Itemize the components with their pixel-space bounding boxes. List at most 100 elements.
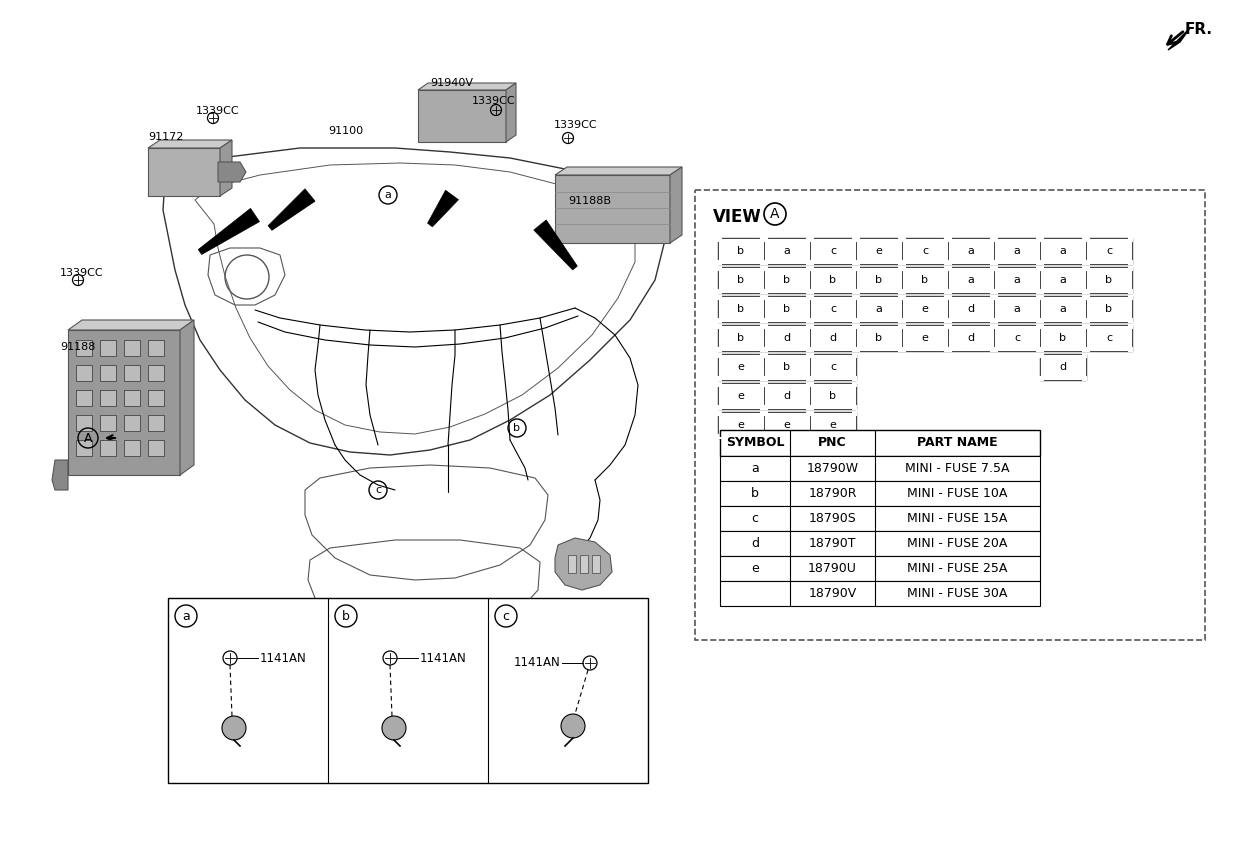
Bar — [810, 383, 856, 409]
Bar — [856, 325, 901, 351]
Polygon shape — [418, 83, 516, 90]
Bar — [764, 383, 810, 409]
Text: b: b — [738, 333, 744, 343]
Bar — [720, 481, 1040, 506]
Bar — [1040, 296, 1086, 322]
Bar — [76, 390, 92, 406]
Bar — [994, 267, 1040, 293]
Text: e: e — [751, 562, 759, 575]
Bar — [718, 325, 1132, 351]
Text: c: c — [830, 304, 836, 314]
Bar — [580, 555, 588, 573]
Bar — [764, 296, 810, 322]
Polygon shape — [68, 320, 193, 330]
Text: b: b — [1106, 275, 1112, 285]
Text: d: d — [830, 333, 837, 343]
Bar — [124, 440, 140, 456]
Bar — [720, 531, 1040, 556]
Text: e: e — [738, 391, 744, 401]
Text: e: e — [921, 304, 929, 314]
Text: a: a — [182, 610, 190, 622]
Text: b: b — [738, 275, 744, 285]
Bar — [901, 325, 949, 351]
Bar — [148, 148, 219, 196]
Text: c: c — [1014, 333, 1021, 343]
Bar — [556, 175, 670, 243]
Bar — [720, 556, 1040, 581]
Text: d: d — [784, 333, 791, 343]
Bar — [76, 340, 92, 356]
Text: 91172: 91172 — [148, 132, 184, 142]
Text: d: d — [784, 391, 791, 401]
Bar — [764, 267, 810, 293]
Text: c: c — [751, 512, 759, 525]
Text: b: b — [1106, 304, 1112, 314]
Bar — [720, 506, 1040, 531]
Text: 18790W: 18790W — [806, 462, 858, 475]
Bar — [720, 456, 1040, 481]
Text: a: a — [1059, 275, 1066, 285]
Text: b: b — [738, 304, 744, 314]
Text: MINI - FUSE 25A: MINI - FUSE 25A — [908, 562, 1008, 575]
Bar — [994, 296, 1040, 322]
Text: 91940V: 91940V — [430, 78, 472, 88]
Text: d: d — [751, 537, 759, 550]
Bar — [124, 390, 140, 406]
Bar — [720, 430, 1040, 456]
Text: e: e — [738, 362, 744, 372]
Bar — [949, 238, 994, 264]
Polygon shape — [428, 190, 459, 226]
Text: b: b — [784, 304, 791, 314]
Text: e: e — [830, 420, 837, 430]
Bar — [810, 296, 856, 322]
Bar — [718, 267, 1132, 293]
Polygon shape — [218, 162, 246, 182]
Text: MINI - FUSE 15A: MINI - FUSE 15A — [908, 512, 1008, 525]
Bar — [949, 325, 994, 351]
Bar — [124, 415, 140, 431]
Bar — [76, 365, 92, 381]
Text: b: b — [784, 362, 791, 372]
Circle shape — [222, 716, 246, 740]
Text: FR.: FR. — [1185, 22, 1213, 37]
Text: c: c — [1106, 246, 1112, 256]
Text: d: d — [1059, 362, 1066, 372]
Text: 18790R: 18790R — [808, 487, 857, 500]
Text: b: b — [830, 275, 837, 285]
Text: 1339CC: 1339CC — [472, 96, 516, 106]
Bar — [718, 354, 856, 380]
Bar — [810, 325, 856, 351]
Text: 1141AN: 1141AN — [260, 651, 306, 665]
Bar — [1086, 267, 1132, 293]
Text: c: c — [830, 362, 836, 372]
Bar — [124, 340, 140, 356]
Bar — [124, 365, 140, 381]
Text: d: d — [967, 304, 975, 314]
Bar — [568, 555, 577, 573]
Text: VIEW: VIEW — [713, 208, 761, 226]
Bar — [764, 238, 810, 264]
Bar — [76, 415, 92, 431]
Text: b: b — [830, 391, 837, 401]
Text: 1339CC: 1339CC — [554, 120, 598, 130]
Bar — [718, 354, 764, 380]
Bar — [994, 325, 1040, 351]
Text: c: c — [502, 610, 510, 622]
Text: b: b — [738, 246, 744, 256]
Text: A: A — [770, 207, 780, 221]
Text: b: b — [751, 487, 759, 500]
Text: c: c — [830, 246, 836, 256]
Bar — [810, 354, 856, 380]
Text: a: a — [784, 246, 790, 256]
Polygon shape — [1168, 28, 1190, 50]
Bar — [1040, 267, 1086, 293]
Bar — [810, 238, 856, 264]
Bar — [148, 340, 164, 356]
Bar — [1040, 354, 1086, 380]
Circle shape — [382, 716, 405, 740]
Bar — [167, 598, 649, 783]
Text: PNC: PNC — [818, 437, 847, 449]
Bar — [76, 440, 92, 456]
Bar — [1040, 325, 1086, 351]
Text: a: a — [751, 462, 759, 475]
